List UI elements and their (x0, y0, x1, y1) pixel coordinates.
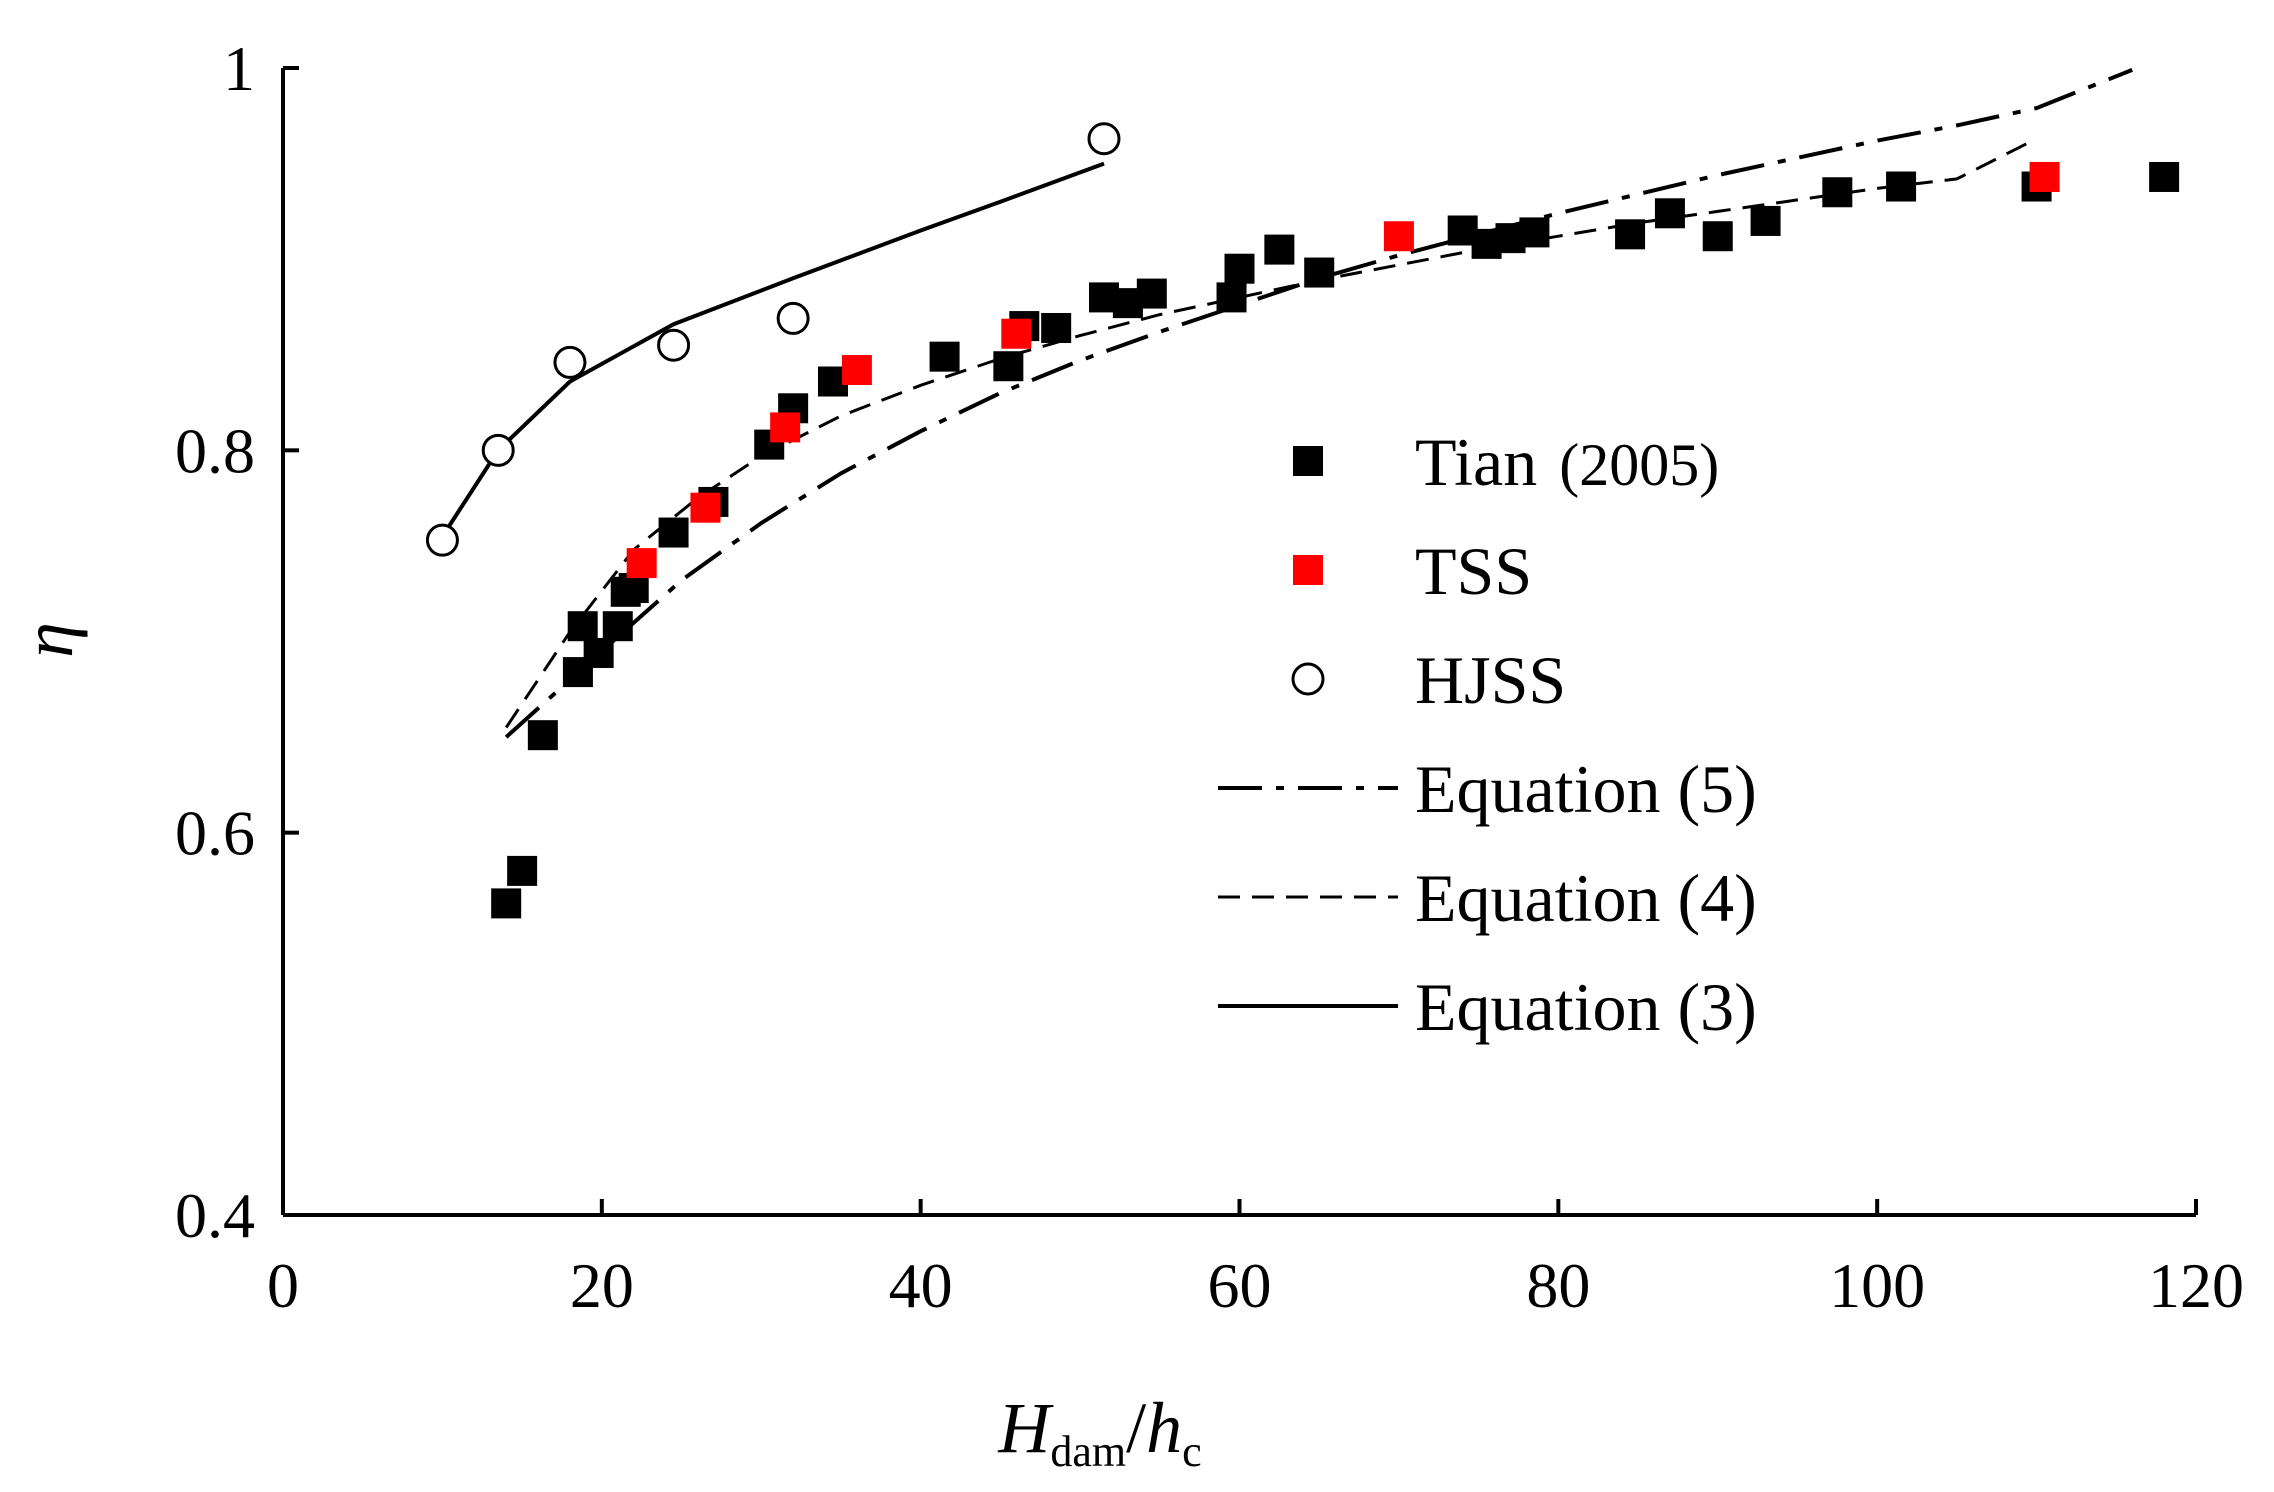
data-point-tian (658, 517, 689, 548)
plot-points (425, 122, 2180, 919)
data-point-tian (929, 341, 960, 372)
data-point-hjss (657, 328, 691, 362)
data-point-tss (2029, 161, 2060, 192)
legend-label-hjss: HJSS (1415, 642, 1566, 718)
data-point-tian (1822, 177, 1853, 208)
data-point-tian (1702, 221, 1733, 252)
legend-label-tian: Tian (2005) (1415, 424, 1719, 500)
series-line-equation-4 (504, 137, 2038, 729)
data-point-tss (1383, 221, 1414, 252)
y-tick-label: 1 (223, 33, 255, 104)
data-point-tian (602, 611, 633, 642)
data-point-tian (1224, 253, 1255, 284)
x-tick-label: 20 (570, 1250, 634, 1321)
data-point-hjss (425, 523, 459, 557)
data-point-tss (690, 492, 721, 523)
legend: Tian (2005) TSS HJSS Equation (5) Equation (4… (1218, 424, 1757, 1045)
legend-marker-hjss (1291, 662, 1325, 696)
data-point-hjss (776, 301, 810, 335)
x-tick-label: 80 (1526, 1250, 1590, 1321)
data-point-tian (1216, 282, 1247, 313)
x-tick-label: 100 (1829, 1250, 1925, 1321)
data-point-tian (507, 855, 538, 886)
x-axis-label: Hdam/hc (997, 1388, 1201, 1476)
legend-marker-tss (1293, 555, 1323, 585)
x-tick-label: 60 (1208, 1250, 1272, 1321)
x-tick-label: 120 (2148, 1250, 2244, 1321)
x-tick-label: 0 (267, 1250, 299, 1321)
data-point-tian (567, 611, 598, 642)
data-point-hjss (553, 345, 587, 379)
data-point-tian (527, 720, 558, 751)
y-tick-label: 0.6 (175, 798, 255, 869)
series-line-equation-3 (440, 161, 1105, 538)
legend-label-equation-4: Equation (4) (1415, 860, 1757, 936)
data-point-tian (583, 637, 614, 668)
data-point-tian (993, 351, 1024, 382)
data-point-hjss (481, 433, 515, 467)
data-point-tian (1041, 312, 1072, 343)
data-point-tian (1886, 171, 1917, 202)
data-point-hjss (1087, 122, 1121, 156)
data-point-tian (2149, 161, 2180, 192)
data-point-tian (1304, 257, 1335, 288)
data-point-tian (1750, 205, 1781, 236)
data-point-tian (1654, 198, 1685, 229)
data-point-tian (1615, 219, 1646, 250)
legend-label-tss: TSS (1415, 533, 1532, 609)
x-tick-label: 40 (889, 1250, 953, 1321)
data-point-tian (1519, 217, 1550, 248)
y-tick-label: 0.4 (175, 1180, 255, 1251)
data-point-tss (626, 548, 657, 579)
plot-lines (440, 68, 2133, 739)
data-point-tian (491, 888, 522, 919)
y-tick-label: 0.8 (175, 415, 255, 486)
legend-label-equation-5: Equation (5) (1415, 751, 1757, 827)
data-point-tss (841, 355, 872, 386)
data-point-tian (1136, 278, 1167, 309)
y-axis-label: η (8, 622, 88, 658)
series-line-equation-5 (504, 68, 2133, 739)
data-point-tss (1001, 318, 1032, 349)
legend-label-equation-3: Equation (3) (1415, 969, 1757, 1045)
data-point-tss (770, 412, 801, 443)
data-point-tian (1264, 234, 1295, 265)
axes: 0 20 40 60 80 100 120 0.4 0.6 0.8 1 (175, 33, 2244, 1321)
legend-marker-tian (1293, 446, 1323, 476)
